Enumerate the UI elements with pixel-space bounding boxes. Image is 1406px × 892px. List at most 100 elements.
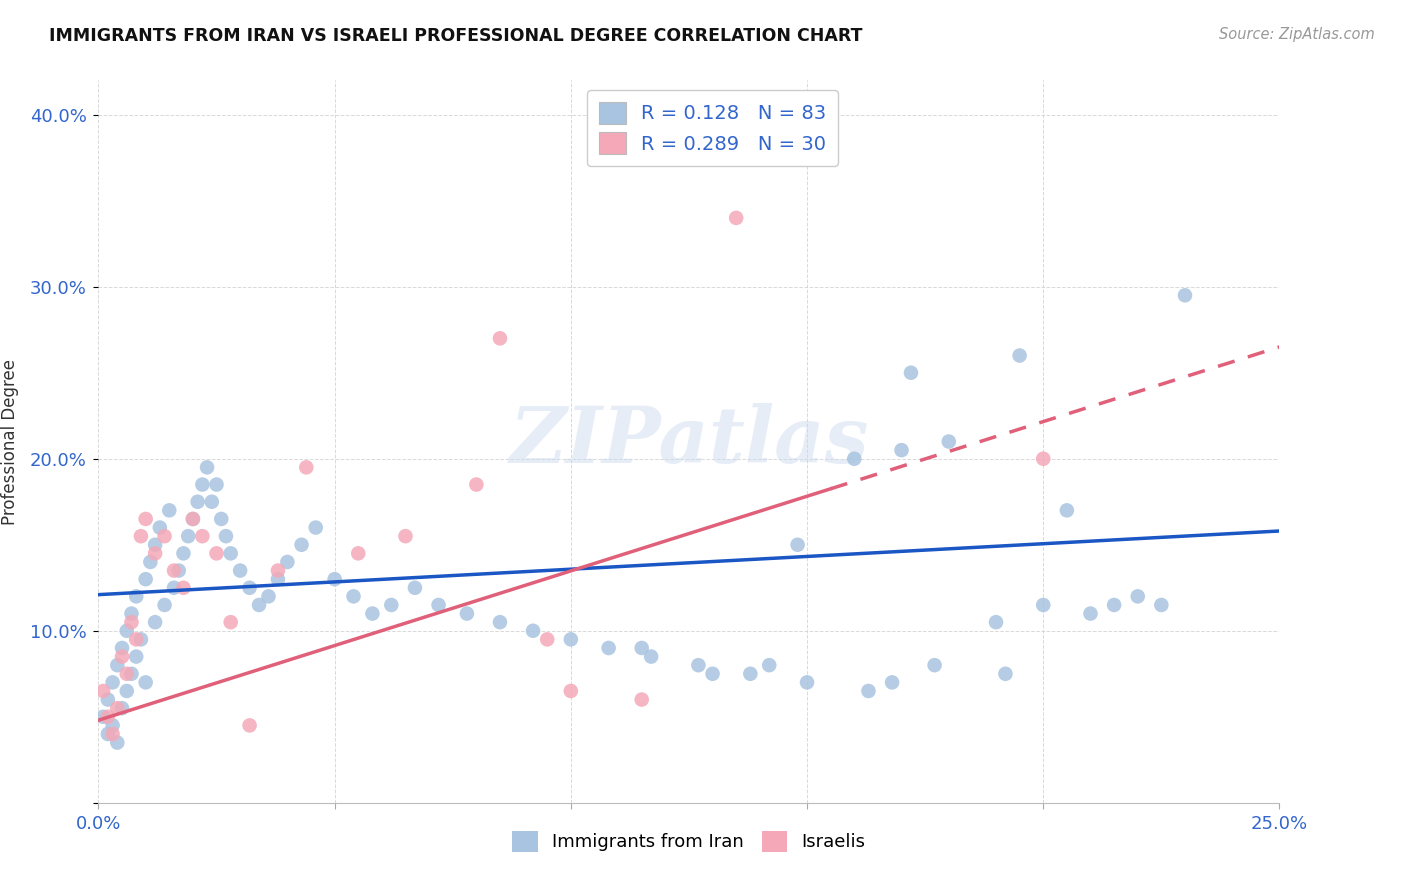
Point bbox=[267, 572, 290, 586]
Point bbox=[1102, 598, 1125, 612]
Point bbox=[404, 581, 426, 595]
Point bbox=[209, 512, 232, 526]
Point bbox=[938, 434, 960, 449]
Point bbox=[427, 598, 450, 612]
Point bbox=[125, 590, 148, 604]
Point bbox=[111, 640, 134, 655]
Point bbox=[121, 607, 143, 621]
Point bbox=[1174, 288, 1197, 302]
Point bbox=[139, 555, 162, 569]
Point bbox=[1032, 598, 1054, 612]
Point bbox=[219, 546, 242, 560]
Point bbox=[195, 460, 218, 475]
Point bbox=[489, 615, 512, 630]
Point bbox=[205, 546, 228, 560]
Point bbox=[394, 529, 416, 543]
Point bbox=[560, 632, 582, 647]
Point bbox=[177, 529, 200, 543]
Point bbox=[149, 520, 172, 534]
Point bbox=[167, 564, 190, 578]
Point bbox=[181, 512, 204, 526]
Point bbox=[115, 666, 138, 681]
Point bbox=[153, 529, 176, 543]
Point bbox=[97, 710, 120, 724]
Point bbox=[201, 494, 224, 508]
Point bbox=[105, 701, 128, 715]
Point bbox=[323, 572, 346, 586]
Point bbox=[456, 607, 478, 621]
Point bbox=[191, 529, 214, 543]
Point bbox=[91, 710, 114, 724]
Text: ZIPatlas: ZIPatlas bbox=[509, 403, 869, 480]
Point bbox=[163, 581, 186, 595]
Point bbox=[984, 615, 1007, 630]
Point bbox=[172, 546, 194, 560]
Point bbox=[172, 581, 194, 595]
Point bbox=[101, 675, 124, 690]
Point bbox=[688, 658, 710, 673]
Point bbox=[347, 546, 370, 560]
Point bbox=[465, 477, 488, 491]
Point bbox=[536, 632, 558, 647]
Point bbox=[181, 512, 204, 526]
Text: IMMIGRANTS FROM IRAN VS ISRAELI PROFESSIONAL DEGREE CORRELATION CHART: IMMIGRANTS FROM IRAN VS ISRAELI PROFESSI… bbox=[49, 27, 863, 45]
Point bbox=[135, 675, 157, 690]
Point bbox=[257, 590, 280, 604]
Point bbox=[163, 564, 186, 578]
Point bbox=[630, 640, 652, 655]
Point bbox=[640, 649, 662, 664]
Point bbox=[786, 538, 808, 552]
Point bbox=[295, 460, 318, 475]
Point bbox=[135, 512, 157, 526]
Point bbox=[598, 640, 620, 655]
Point bbox=[239, 581, 262, 595]
Point bbox=[1080, 607, 1102, 621]
Point bbox=[758, 658, 780, 673]
Point bbox=[187, 494, 209, 508]
Point bbox=[125, 632, 148, 647]
Text: Source: ZipAtlas.com: Source: ZipAtlas.com bbox=[1219, 27, 1375, 42]
Point bbox=[101, 727, 124, 741]
Point bbox=[219, 615, 242, 630]
Point bbox=[900, 366, 922, 380]
Point bbox=[143, 546, 166, 560]
Point bbox=[97, 727, 120, 741]
Point bbox=[143, 538, 166, 552]
Point bbox=[129, 632, 152, 647]
Point bbox=[125, 649, 148, 664]
Point bbox=[890, 443, 912, 458]
Point bbox=[305, 520, 328, 534]
Point bbox=[796, 675, 818, 690]
Point bbox=[115, 624, 138, 638]
Point bbox=[725, 211, 748, 225]
Point bbox=[1056, 503, 1078, 517]
Point bbox=[858, 684, 880, 698]
Point bbox=[1150, 598, 1173, 612]
Point bbox=[111, 649, 134, 664]
Point bbox=[702, 666, 724, 681]
Point bbox=[101, 718, 124, 732]
Point bbox=[229, 564, 252, 578]
Point bbox=[121, 666, 143, 681]
Point bbox=[994, 666, 1017, 681]
Point bbox=[342, 590, 364, 604]
Point bbox=[740, 666, 762, 681]
Point bbox=[924, 658, 946, 673]
Point bbox=[97, 692, 120, 706]
Point bbox=[489, 331, 512, 345]
Point bbox=[205, 477, 228, 491]
Point bbox=[560, 684, 582, 698]
Point bbox=[121, 615, 143, 630]
Point bbox=[522, 624, 544, 638]
Y-axis label: Professional Degree: Professional Degree bbox=[0, 359, 18, 524]
Point bbox=[105, 735, 128, 749]
Point bbox=[191, 477, 214, 491]
Point bbox=[215, 529, 238, 543]
Point bbox=[91, 684, 114, 698]
Point bbox=[143, 615, 166, 630]
Point bbox=[129, 529, 152, 543]
Point bbox=[115, 684, 138, 698]
Point bbox=[239, 718, 262, 732]
Point bbox=[157, 503, 180, 517]
Point bbox=[844, 451, 866, 466]
